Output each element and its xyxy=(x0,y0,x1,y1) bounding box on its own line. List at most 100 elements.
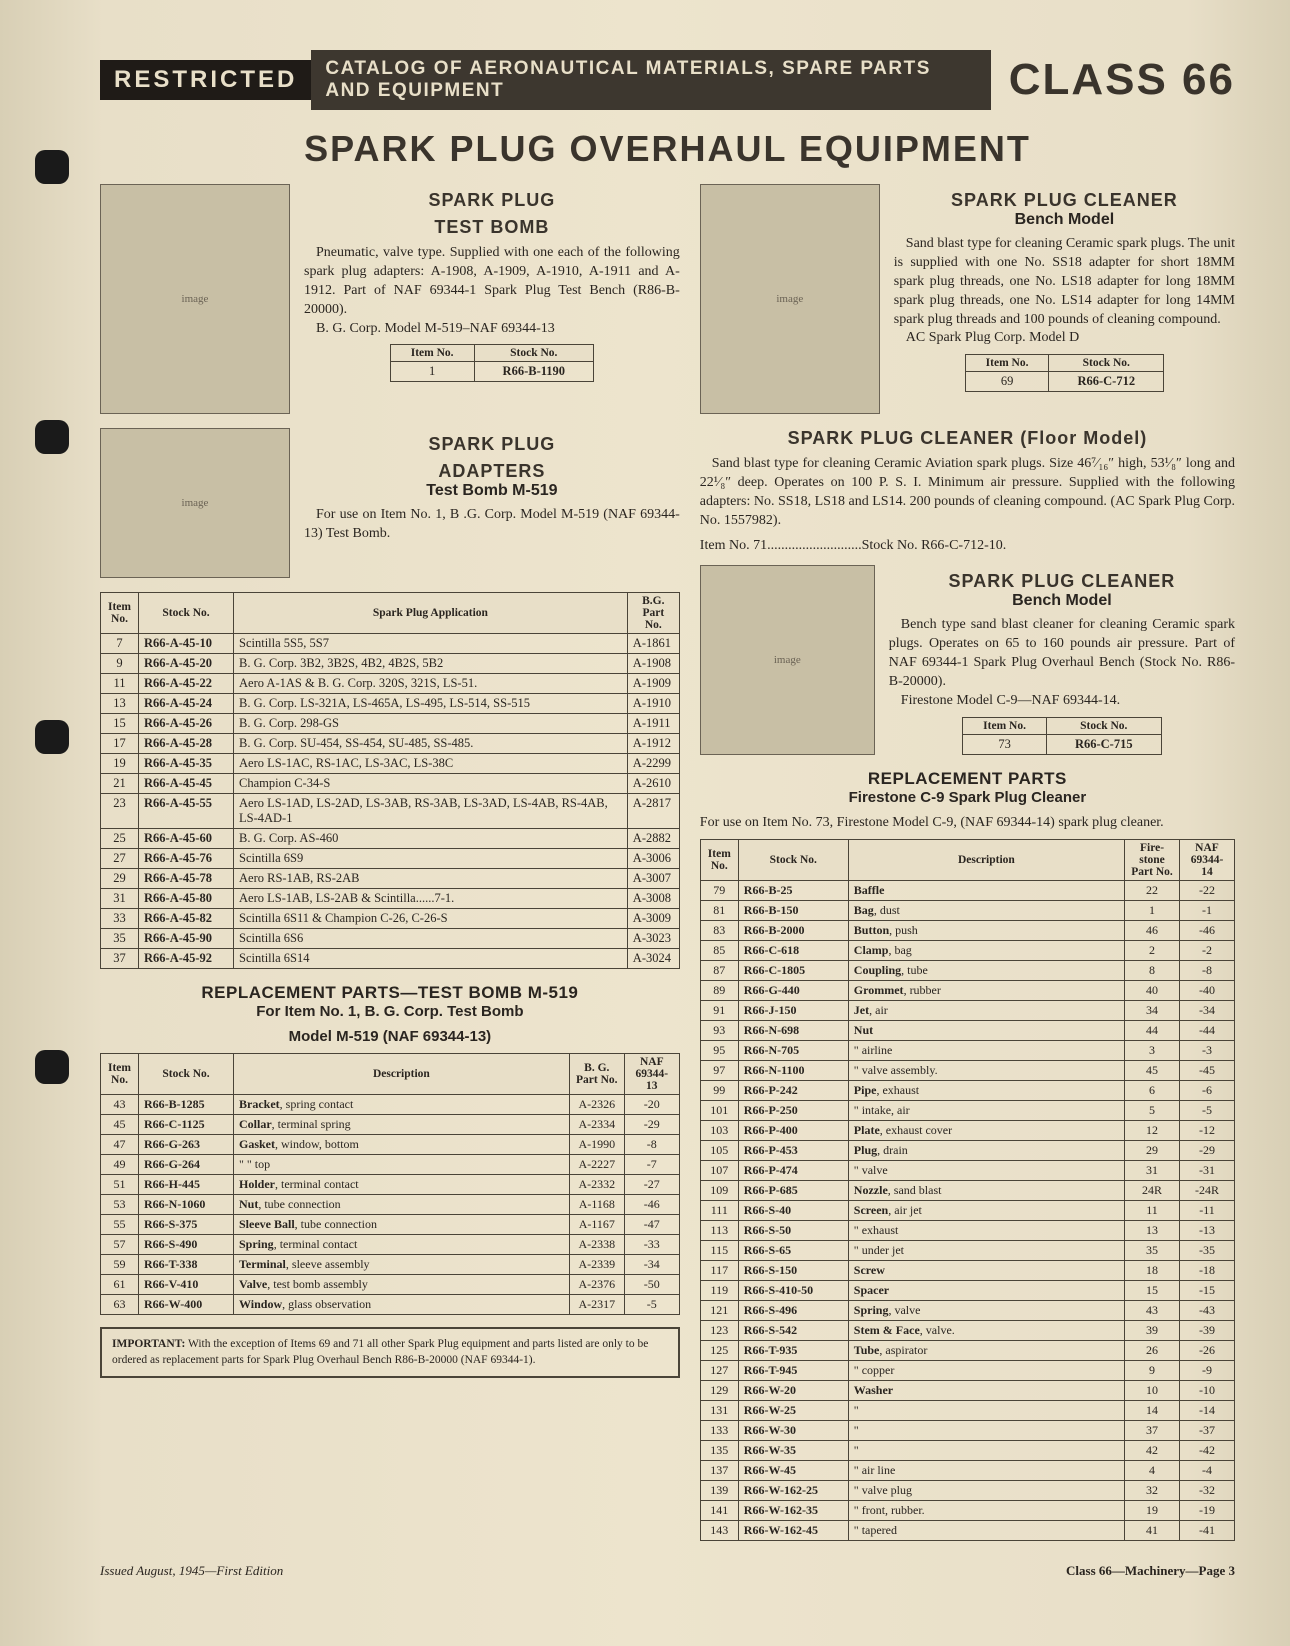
adapter-image: image xyxy=(100,428,290,578)
td: -46 xyxy=(624,1195,679,1215)
td: -18 xyxy=(1180,1261,1235,1281)
table-row: 101R66-P-250" intake, air5-5 xyxy=(700,1101,1234,1121)
td: -35 xyxy=(1180,1241,1235,1261)
binding-hole xyxy=(35,150,69,184)
footer-left: Issued August, 1945—First Edition xyxy=(100,1563,283,1579)
table-row: 11R66-A-45-22Aero A-1AS & B. G. Corp. 32… xyxy=(101,674,680,694)
td: 99 xyxy=(700,1081,738,1101)
td: Aero LS-1AC, RS-1AC, LS-3AC, LS-38C xyxy=(234,754,628,774)
table-row: 115R66-S-65" under jet35-35 xyxy=(700,1241,1234,1261)
td: 97 xyxy=(700,1061,738,1081)
td: -2 xyxy=(1180,941,1235,961)
table-row: 49R66-G-264" " topA-2227-7 xyxy=(101,1155,680,1175)
td: R66-C-715 xyxy=(1046,734,1161,754)
td: R66-S-50 xyxy=(738,1221,848,1241)
td: -47 xyxy=(624,1215,679,1235)
table-row: 91R66-J-150Jet, air34-34 xyxy=(700,1001,1234,1021)
td: Scintilla 6S14 xyxy=(234,949,628,969)
td: -10 xyxy=(1180,1381,1235,1401)
th: Fire-stone Part No. xyxy=(1125,840,1180,881)
footer: Issued August, 1945—First Edition Class … xyxy=(100,1563,1235,1579)
td: Bracket, spring contact xyxy=(234,1095,570,1115)
td: 139 xyxy=(700,1481,738,1501)
td: 6 xyxy=(1125,1081,1180,1101)
td: Aero RS-1AB, RS-2AB xyxy=(234,869,628,889)
th: Item No. xyxy=(390,345,474,362)
td: 127 xyxy=(700,1361,738,1381)
td: Champion C-34-S xyxy=(234,774,628,794)
td: R66-G-263 xyxy=(139,1135,234,1155)
td: -31 xyxy=(1180,1161,1235,1181)
td: 101 xyxy=(700,1101,738,1121)
th: Description xyxy=(848,840,1124,881)
td: Jet, air xyxy=(848,1001,1124,1021)
td: " xyxy=(848,1421,1124,1441)
table-row: 117R66-S-150Screw18-18 xyxy=(700,1261,1234,1281)
td: R66-A-45-90 xyxy=(139,929,234,949)
td: Screen, air jet xyxy=(848,1201,1124,1221)
td: R66-W-162-45 xyxy=(738,1521,848,1541)
replacement-sub: Model M-519 (NAF 69344-13) xyxy=(100,1028,680,1045)
table-row: 53R66-N-1060Nut, tube connectionA-1168-4… xyxy=(101,1195,680,1215)
td: A-2332 xyxy=(569,1175,624,1195)
td: R66-W-20 xyxy=(738,1381,848,1401)
table-row: 21R66-A-45-45Champion C-34-SA-2610 xyxy=(101,774,680,794)
td: 55 xyxy=(101,1215,139,1235)
td: -50 xyxy=(624,1275,679,1295)
td: R66-A-45-35 xyxy=(139,754,234,774)
td: Nut, tube connection xyxy=(234,1195,570,1215)
td: Window, glass observation xyxy=(234,1295,570,1315)
td: 44 xyxy=(1125,1021,1180,1041)
section-title: SPARK PLUG xyxy=(304,190,680,211)
td: -24R xyxy=(1180,1181,1235,1201)
td: " tapered xyxy=(848,1521,1124,1541)
td: 121 xyxy=(700,1301,738,1321)
td: 93 xyxy=(700,1021,738,1041)
td: 14 xyxy=(1125,1401,1180,1421)
td: 111 xyxy=(700,1201,738,1221)
td: -29 xyxy=(1180,1141,1235,1161)
replacement-sub: Firestone C-9 Spark Plug Cleaner xyxy=(700,789,1235,806)
td: 61 xyxy=(101,1275,139,1295)
td: " xyxy=(848,1441,1124,1461)
td: R66-T-945 xyxy=(738,1361,848,1381)
table-row: 51R66-H-445Holder, terminal contactA-233… xyxy=(101,1175,680,1195)
td: R66-W-35 xyxy=(738,1441,848,1461)
table-row: 119R66-S-410-50Spacer15-15 xyxy=(700,1281,1234,1301)
td: Scintilla 6S9 xyxy=(234,849,628,869)
section-subtitle: Test Bomb M-519 xyxy=(304,482,680,500)
table-row: 125R66-T-935Tube, aspirator26-26 xyxy=(700,1341,1234,1361)
td: 129 xyxy=(700,1381,738,1401)
td: R66-P-685 xyxy=(738,1181,848,1201)
td: R66-P-474 xyxy=(738,1161,848,1181)
td: R66-P-453 xyxy=(738,1141,848,1161)
table-row: 93R66-N-698Nut44-44 xyxy=(700,1021,1234,1041)
table-row: 13R66-A-45-24B. G. Corp. LS-321A, LS-465… xyxy=(101,694,680,714)
section-title: SPARK PLUG xyxy=(304,434,680,455)
cleaner-c9-image: image xyxy=(700,565,875,755)
td: A-2817 xyxy=(627,794,679,829)
td: 103 xyxy=(700,1121,738,1141)
td: Scintilla 5S5, 5S7 xyxy=(234,634,628,654)
table-row: 103R66-P-400Plate, exhaust cover12-12 xyxy=(700,1121,1234,1141)
body-text: Sand blast type for cleaning Ceramic spa… xyxy=(894,235,1235,348)
th: Stock No. xyxy=(474,345,594,362)
td: 25 xyxy=(101,829,139,849)
td: 87 xyxy=(700,961,738,981)
header-bar: RESTRICTED CATALOG OF AERONAUTICAL MATER… xyxy=(100,50,1235,110)
table-row: 63R66-W-400Window, glass observationA-23… xyxy=(101,1295,680,1315)
table-row: 45R66-C-1125Collar, terminal springA-233… xyxy=(101,1115,680,1135)
td: A-1909 xyxy=(627,674,679,694)
td: 83 xyxy=(700,921,738,941)
body-text: Bench type sand blast cleaner for cleani… xyxy=(889,616,1235,710)
td: 8 xyxy=(1125,961,1180,981)
test-bomb-section: image SPARK PLUG TEST BOMB Pneumatic, va… xyxy=(100,184,680,414)
th: Stock No. xyxy=(1046,717,1161,734)
td: 133 xyxy=(700,1421,738,1441)
td: A-3024 xyxy=(627,949,679,969)
td: A-1908 xyxy=(627,654,679,674)
td: 21 xyxy=(101,774,139,794)
td: R66-A-45-28 xyxy=(139,734,234,754)
td: R66-T-935 xyxy=(738,1341,848,1361)
item-stock-table: Item No.Stock No. 73R66-C-715 xyxy=(962,717,1161,755)
